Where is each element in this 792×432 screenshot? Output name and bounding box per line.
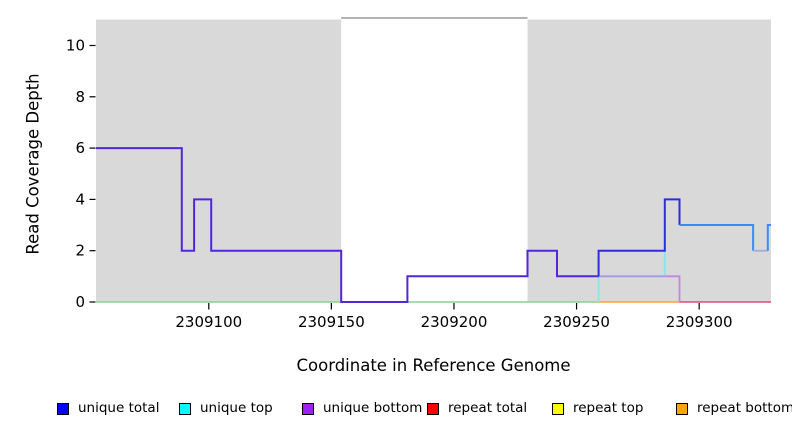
x-tick-label: 2309200 [421,313,488,331]
series-segment-total-top-blend-b [766,224,771,251]
series-segment-unique-bottom-only [664,275,681,302]
y-tick-label: 6 [75,139,85,157]
y-tick-label: 0 [75,293,85,311]
x-tick-label: 2309250 [543,313,610,331]
x-tick-label: 2309150 [298,313,365,331]
x-tick-label: 2309100 [175,313,242,331]
x-axis-title: Coordinate in Reference Genome [296,356,571,375]
shaded-region [527,19,771,302]
x-tick-label: 2309300 [666,313,733,331]
series-segment-unique-total-only [597,198,681,277]
y-axis-title: Read Coverage Depth [23,73,43,255]
y-tick-label: 2 [75,242,85,260]
shaded-region [96,19,342,302]
y-tick-label: 8 [75,88,85,106]
series-segment-total-top-blend-a [679,224,755,251]
series-segment-total-bottom-blend-main [96,147,599,303]
y-tick-label: 10 [66,36,85,54]
y-tick-label: 4 [75,190,85,208]
